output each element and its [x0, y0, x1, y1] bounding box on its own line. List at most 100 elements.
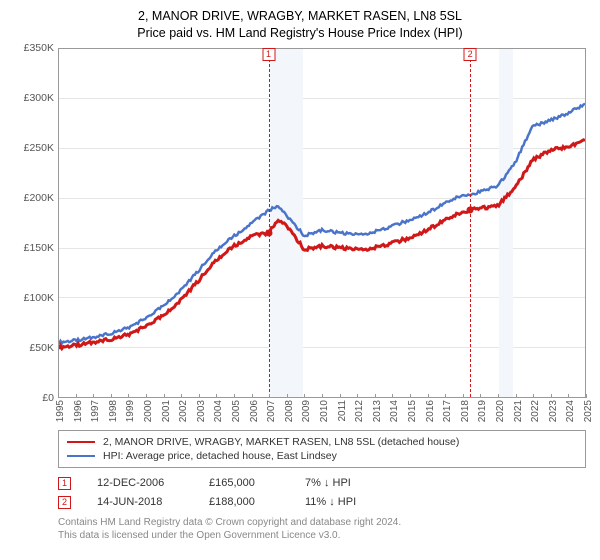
- x-tick-label: 2019: [477, 400, 488, 422]
- x-tick-label: 2015: [407, 400, 418, 422]
- x-tick-label: 2003: [196, 400, 207, 422]
- x-tick-label: 2023: [548, 400, 559, 422]
- x-tick-label: 2010: [319, 400, 330, 422]
- line-layer: [59, 49, 585, 397]
- x-tick-label: 2001: [161, 400, 172, 422]
- x-tick-mark: [428, 394, 429, 398]
- x-tick-label: 2024: [565, 400, 576, 422]
- x-tick-mark: [533, 394, 534, 398]
- footer-line-2: This data is licensed under the Open Gov…: [58, 529, 586, 542]
- x-tick-mark: [269, 394, 270, 398]
- x-tick-label: 2009: [301, 400, 312, 422]
- x-tick-mark: [392, 394, 393, 398]
- x-tick-mark: [480, 394, 481, 398]
- event-marker: 1: [262, 48, 275, 61]
- sale-date: 14-JUN-2018: [97, 496, 183, 508]
- series-hpi: [59, 103, 585, 343]
- legend-label-subject: 2, MANOR DRIVE, WRAGBY, MARKET RASEN, LN…: [103, 436, 459, 448]
- event-marker: 2: [464, 48, 477, 61]
- x-tick-mark: [76, 394, 77, 398]
- legend-swatch-hpi: [67, 455, 95, 457]
- x-tick-label: 1998: [108, 400, 119, 422]
- x-tick-label: 2004: [213, 400, 224, 422]
- series-subject: [59, 140, 585, 349]
- sale-delta: 11% ↓ HPI: [305, 496, 395, 508]
- legend-item-subject: 2, MANOR DRIVE, WRAGBY, MARKET RASEN, LN…: [67, 435, 577, 449]
- y-tick-label: £200K: [24, 192, 54, 204]
- x-tick-mark: [128, 394, 129, 398]
- legend-item-hpi: HPI: Average price, detached house, East…: [67, 449, 577, 463]
- x-tick-label: 2005: [231, 400, 242, 422]
- x-tick-mark: [164, 394, 165, 398]
- sale-price: £165,000: [209, 477, 279, 489]
- x-tick-label: 1996: [73, 400, 84, 422]
- legend: 2, MANOR DRIVE, WRAGBY, MARKET RASEN, LN…: [58, 430, 586, 468]
- title-block: 2, MANOR DRIVE, WRAGBY, MARKET RASEN, LN…: [14, 8, 586, 42]
- sale-row: 1 12-DEC-2006 £165,000 7% ↓ HPI: [58, 474, 586, 493]
- event-line: [269, 49, 270, 397]
- sale-marker: 2: [58, 496, 71, 509]
- x-tick-label: 1997: [90, 400, 101, 422]
- x-tick-mark: [216, 394, 217, 398]
- x-tick-label: 2016: [425, 400, 436, 422]
- plot-area: 12: [58, 48, 586, 398]
- x-tick-label: 2022: [530, 400, 541, 422]
- y-tick-label: £300K: [24, 92, 54, 104]
- footer-line-1: Contains HM Land Registry data © Crown c…: [58, 516, 586, 529]
- x-tick-label: 2020: [495, 400, 506, 422]
- x-tick-mark: [58, 394, 59, 398]
- event-dot: [265, 229, 272, 236]
- y-tick-label: £350K: [24, 42, 54, 54]
- sale-row: 2 14-JUN-2018 £188,000 11% ↓ HPI: [58, 493, 586, 512]
- x-tick-mark: [568, 394, 569, 398]
- x-tick-label: 1999: [125, 400, 136, 422]
- event-line: [470, 49, 471, 397]
- x-tick-label: 2008: [284, 400, 295, 422]
- sales-table: 1 12-DEC-2006 £165,000 7% ↓ HPI 2 14-JUN…: [58, 474, 586, 512]
- x-tick-label: 2013: [372, 400, 383, 422]
- y-tick-label: £100K: [24, 292, 54, 304]
- y-axis: £0£50K£100K£150K£200K£250K£300K£350K: [14, 48, 58, 398]
- x-tick-mark: [199, 394, 200, 398]
- title-line-1: 2, MANOR DRIVE, WRAGBY, MARKET RASEN, LN…: [14, 8, 586, 25]
- y-tick-label: £50K: [29, 342, 54, 354]
- x-tick-mark: [181, 394, 182, 398]
- sale-date: 12-DEC-2006: [97, 477, 183, 489]
- x-tick-mark: [234, 394, 235, 398]
- x-tick-mark: [146, 394, 147, 398]
- sale-marker: 1: [58, 477, 71, 490]
- x-tick-mark: [93, 394, 94, 398]
- x-tick-label: 2002: [178, 400, 189, 422]
- event-dot: [467, 206, 474, 213]
- x-tick-mark: [498, 394, 499, 398]
- sale-price: £188,000: [209, 496, 279, 508]
- x-tick-label: 2017: [442, 400, 453, 422]
- x-tick-label: 2000: [143, 400, 154, 422]
- x-tick-mark: [304, 394, 305, 398]
- x-tick-mark: [586, 394, 587, 398]
- y-tick-label: £150K: [24, 242, 54, 254]
- chart-area: £0£50K£100K£150K£200K£250K£300K£350K 12: [14, 48, 586, 398]
- x-tick-mark: [322, 394, 323, 398]
- x-tick-label: 2012: [354, 400, 365, 422]
- x-tick-label: 2006: [249, 400, 260, 422]
- y-tick-label: £250K: [24, 142, 54, 154]
- legend-label-hpi: HPI: Average price, detached house, East…: [103, 450, 337, 462]
- x-tick-mark: [463, 394, 464, 398]
- x-tick-mark: [375, 394, 376, 398]
- x-tick-mark: [410, 394, 411, 398]
- footer-attribution: Contains HM Land Registry data © Crown c…: [58, 516, 586, 542]
- chart-container: 2, MANOR DRIVE, WRAGBY, MARKET RASEN, LN…: [0, 0, 600, 560]
- x-tick-label: 1995: [55, 400, 66, 422]
- x-tick-label: 2025: [583, 400, 594, 422]
- title-line-2: Price paid vs. HM Land Registry's House …: [14, 25, 586, 42]
- x-tick-mark: [111, 394, 112, 398]
- x-tick-label: 2011: [337, 400, 348, 422]
- x-tick-label: 2007: [266, 400, 277, 422]
- x-tick-mark: [516, 394, 517, 398]
- sale-delta: 7% ↓ HPI: [305, 477, 395, 489]
- x-tick-mark: [551, 394, 552, 398]
- legend-swatch-subject: [67, 441, 95, 443]
- y-tick-label: £0: [42, 392, 54, 404]
- x-tick-mark: [287, 394, 288, 398]
